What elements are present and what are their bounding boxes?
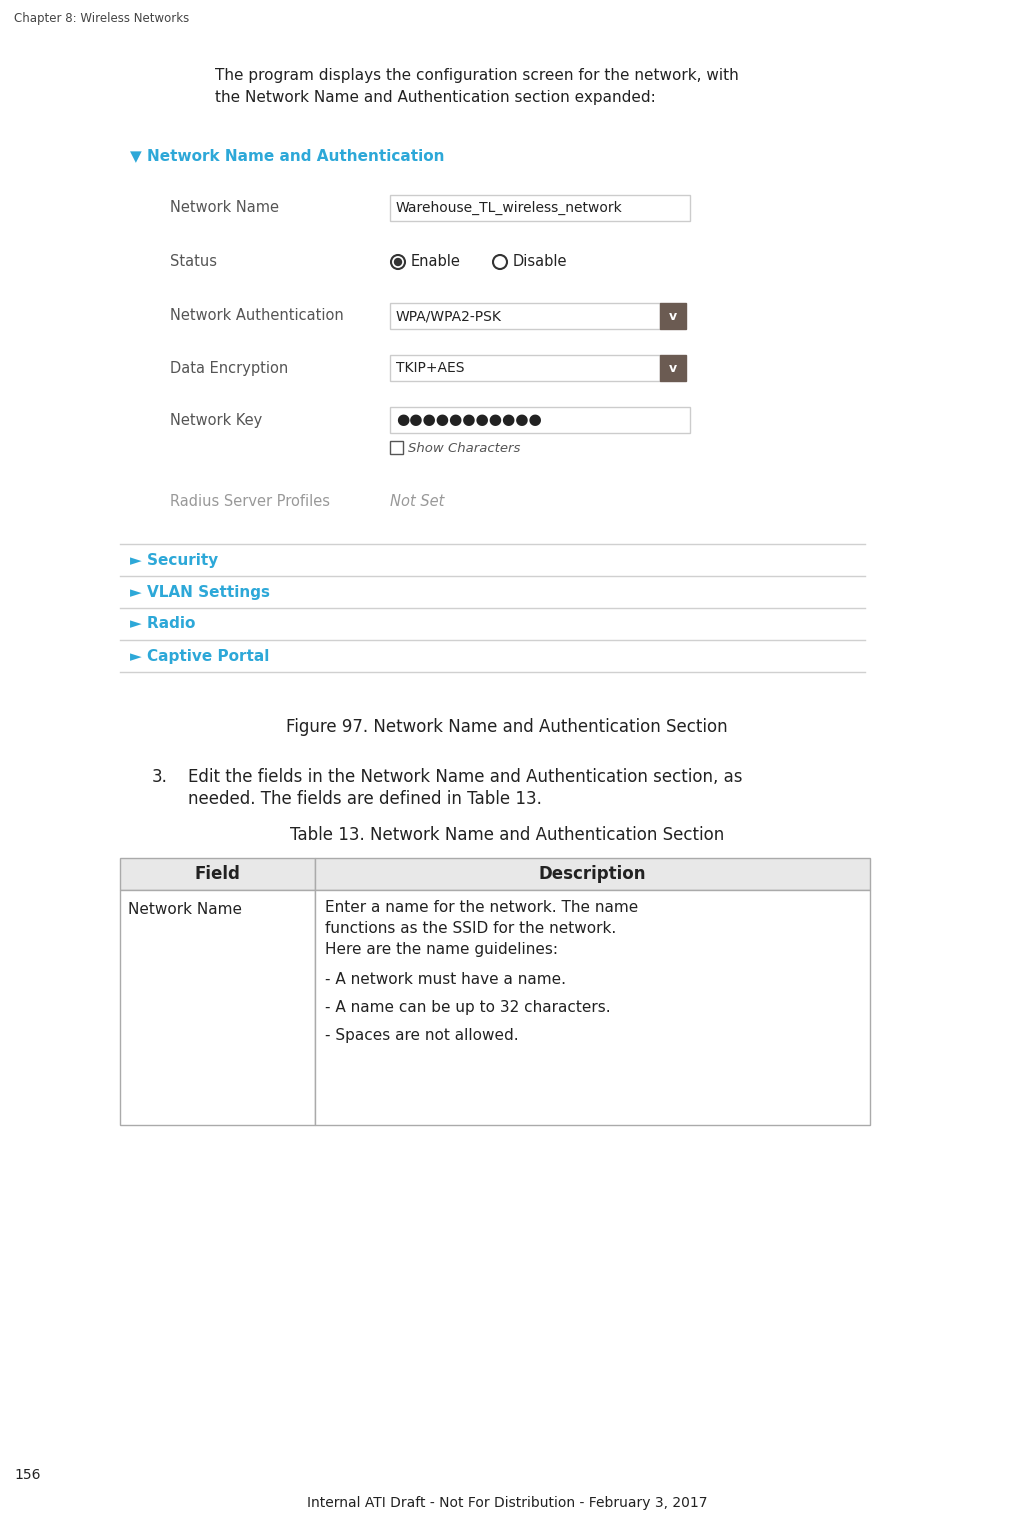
Text: - A name can be up to 32 characters.: - A name can be up to 32 characters.: [325, 1000, 611, 1015]
Bar: [660, 356, 686, 382]
Text: functions as the SSID for the network.: functions as the SSID for the network.: [325, 922, 616, 935]
Text: - A network must have a name.: - A network must have a name.: [325, 972, 566, 987]
Text: Description: Description: [539, 865, 647, 884]
Bar: [390, 407, 690, 433]
Text: ► Security: ► Security: [130, 552, 218, 568]
Text: Table 13. Network Name and Authentication Section: Table 13. Network Name and Authenticatio…: [290, 826, 724, 844]
Bar: [660, 304, 686, 330]
Text: ●●●●●●●●●●●: ●●●●●●●●●●●: [396, 412, 542, 427]
Text: Network Name: Network Name: [128, 902, 242, 917]
Text: Enter a name for the network. The name: Enter a name for the network. The name: [325, 900, 638, 916]
Bar: [315, 890, 870, 1125]
Text: Internal ATI Draft - Not For Distribution - February 3, 2017: Internal ATI Draft - Not For Distributio…: [307, 1495, 707, 1511]
Bar: [390, 356, 660, 382]
Text: WPA/WPA2-PSK: WPA/WPA2-PSK: [396, 308, 501, 324]
Bar: [315, 858, 870, 890]
Text: ► Radio: ► Radio: [130, 617, 195, 632]
Text: Field: Field: [195, 865, 241, 884]
Text: TKIP+AES: TKIP+AES: [396, 362, 465, 375]
Text: Edit the fields in the Network Name and Authentication section, as: Edit the fields in the Network Name and …: [188, 768, 743, 786]
Text: v: v: [669, 362, 677, 374]
Text: Status: Status: [170, 255, 217, 270]
Text: - Spaces are not allowed.: - Spaces are not allowed.: [325, 1029, 519, 1042]
Text: Not Set: Not Set: [390, 494, 445, 510]
Text: ► Captive Portal: ► Captive Portal: [130, 649, 269, 664]
Text: Warehouse_TL_wireless_network: Warehouse_TL_wireless_network: [396, 201, 623, 215]
Text: Enable: Enable: [411, 255, 461, 270]
Text: Data Encryption: Data Encryption: [170, 360, 288, 375]
Text: Disable: Disable: [513, 255, 567, 270]
Text: v: v: [669, 310, 677, 322]
Text: Figure 97. Network Name and Authentication Section: Figure 97. Network Name and Authenticati…: [286, 719, 728, 736]
Text: needed. The fields are defined in Table 13.: needed. The fields are defined in Table …: [188, 790, 542, 807]
Text: ▼ Network Name and Authentication: ▼ Network Name and Authentication: [130, 148, 445, 163]
Text: Here are the name guidelines:: Here are the name guidelines:: [325, 942, 558, 957]
Circle shape: [395, 258, 402, 266]
Text: the Network Name and Authentication section expanded:: the Network Name and Authentication sect…: [215, 90, 656, 105]
Circle shape: [391, 255, 405, 269]
Bar: [390, 441, 403, 455]
Text: Network Authentication: Network Authentication: [170, 308, 344, 324]
Text: The program displays the configuration screen for the network, with: The program displays the configuration s…: [215, 69, 739, 82]
Text: Chapter 8: Wireless Networks: Chapter 8: Wireless Networks: [14, 12, 189, 24]
Bar: [390, 304, 660, 330]
Text: ► VLAN Settings: ► VLAN Settings: [130, 584, 270, 600]
Circle shape: [493, 255, 508, 269]
Text: Network Name: Network Name: [170, 200, 279, 215]
Text: Radius Server Profiles: Radius Server Profiles: [170, 494, 330, 510]
Bar: [390, 195, 690, 221]
Bar: [120, 858, 315, 890]
Text: 156: 156: [14, 1468, 41, 1482]
Text: Show Characters: Show Characters: [408, 443, 521, 455]
Bar: [120, 890, 315, 1125]
Text: Network Key: Network Key: [170, 412, 262, 427]
Text: 3.: 3.: [152, 768, 167, 786]
